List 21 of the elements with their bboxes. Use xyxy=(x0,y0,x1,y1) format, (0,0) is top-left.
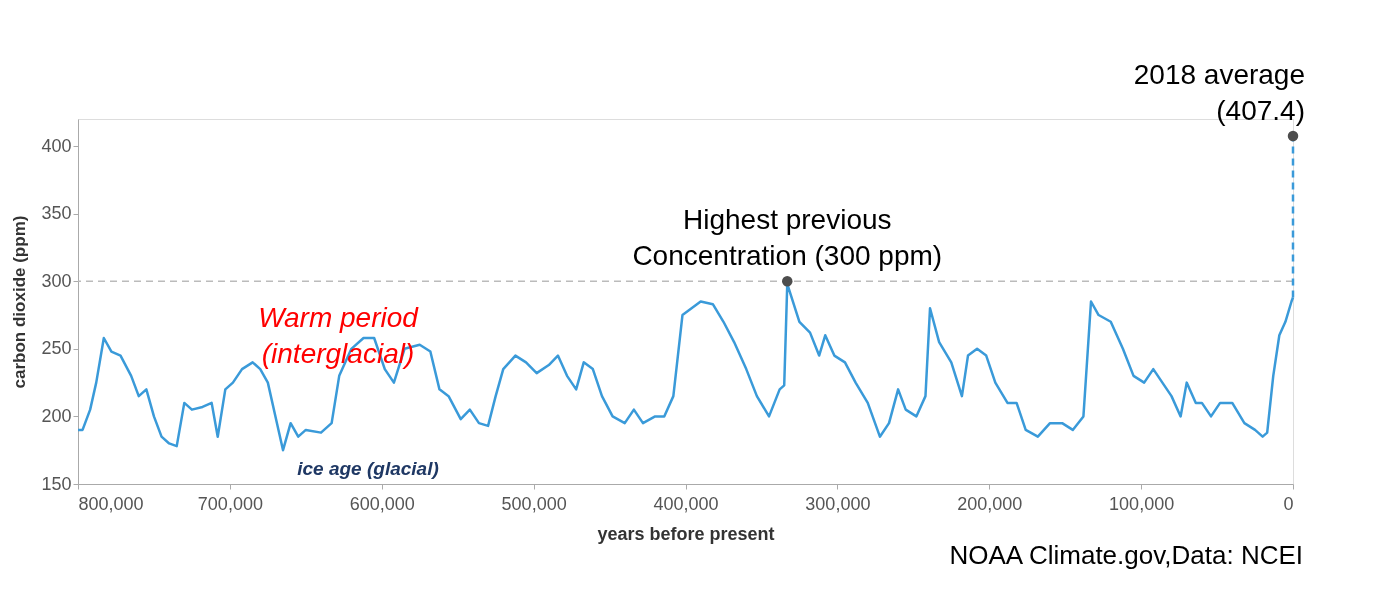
y-tick-label: 400 xyxy=(41,135,72,156)
x-tick-label: 200,000 xyxy=(957,493,1023,514)
y-tick-label: 150 xyxy=(41,473,72,494)
y-tick-label: 250 xyxy=(41,338,72,359)
x-tick-label: 500,000 xyxy=(501,493,567,514)
x-tick-label: 100,000 xyxy=(1109,493,1175,514)
x-tick-label: 700,000 xyxy=(197,493,263,514)
x-tick-label: 400,000 xyxy=(653,493,719,514)
text: NOAA Climate.gov,Data: NCEI xyxy=(949,540,1303,570)
x-tick-label: 300,000 xyxy=(805,493,871,514)
x-axis-title: years before present xyxy=(597,523,775,544)
y-axis-title: carbon dioxide (ppm) xyxy=(10,215,30,389)
annotation: 2018 average (407.4) xyxy=(1133,59,1305,127)
annotation: Highest previous Concentration (300 ppm) xyxy=(632,204,943,272)
x-tick-label: 600,000 xyxy=(349,493,415,514)
y-tick-label: 200 xyxy=(41,405,72,426)
annotation: ice age (glacial) xyxy=(297,458,439,479)
x-tick-label: 0 xyxy=(1283,493,1294,514)
x-tick-label: 800,000 xyxy=(78,493,144,514)
y-tick-label: 350 xyxy=(41,203,72,224)
y-tick-label: 300 xyxy=(41,270,72,291)
